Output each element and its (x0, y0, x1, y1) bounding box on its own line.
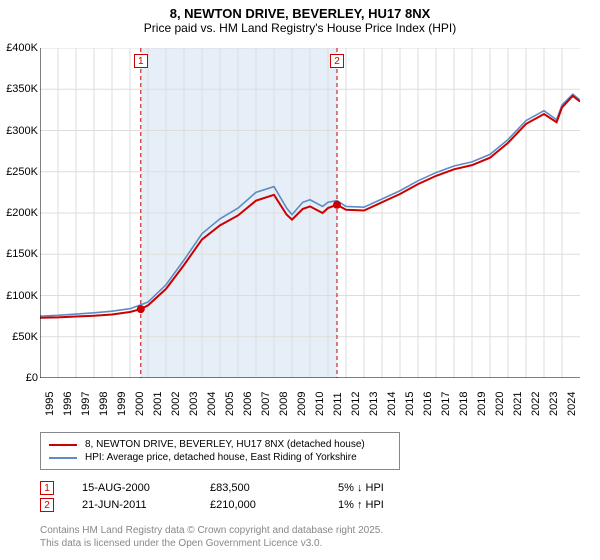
x-tick-label: 2010 (314, 392, 326, 416)
x-tick-label: 2015 (404, 392, 416, 416)
x-tick-label: 2002 (170, 392, 182, 416)
x-tick-label: 2001 (152, 392, 164, 416)
x-tick-label: 2020 (494, 392, 506, 416)
x-tick-label: 2014 (386, 392, 398, 416)
sale-date: 15-AUG-2000 (82, 482, 182, 494)
x-tick-label: 1998 (98, 392, 110, 416)
x-tick-label: 2000 (134, 392, 146, 416)
x-tick-label: 2022 (530, 392, 542, 416)
title-block: 8, NEWTON DRIVE, BEVERLEY, HU17 8NX Pric… (0, 0, 600, 39)
y-tick-label: £150K (6, 248, 38, 260)
x-tick-label: 2008 (278, 392, 290, 416)
title-line2: Price paid vs. HM Land Registry's House … (0, 21, 600, 35)
chart-area: 12 (40, 48, 580, 378)
sale-date: 21-JUN-2011 (82, 499, 182, 511)
marker-badge: 2 (330, 54, 344, 68)
y-tick-label: £0 (26, 372, 38, 384)
y-tick-label: £300K (6, 125, 38, 137)
legend-swatch-series1 (49, 444, 77, 446)
y-tick-label: £200K (6, 207, 38, 219)
x-tick-label: 2005 (224, 392, 236, 416)
x-tick-label: 1997 (80, 392, 92, 416)
y-tick-label: £50K (12, 331, 38, 343)
attribution-line2: This data is licensed under the Open Gov… (40, 537, 383, 550)
x-tick-label: 2012 (350, 392, 362, 416)
legend: 8, NEWTON DRIVE, BEVERLEY, HU17 8NX (det… (40, 432, 400, 470)
y-tick-label: £250K (6, 166, 38, 178)
legend-row: HPI: Average price, detached house, East… (49, 452, 391, 463)
sale-delta: 5% ↓ HPI (338, 482, 438, 494)
x-tick-label: 2024 (566, 392, 578, 416)
x-tick-label: 2009 (296, 392, 308, 416)
x-tick-label: 2017 (440, 392, 452, 416)
sales-table: 1 15-AUG-2000 £83,500 5% ↓ HPI 2 21-JUN-2011 £… (40, 478, 438, 515)
x-tick-label: 2013 (368, 392, 380, 416)
legend-label-series2: HPI: Average price, detached house, East… (85, 452, 357, 463)
x-tick-label: 2011 (332, 392, 344, 416)
y-tick-label: £100K (6, 290, 38, 302)
x-tick-label: 1999 (116, 392, 128, 416)
y-tick-label: £350K (6, 83, 38, 95)
x-tick-label: 1996 (62, 392, 74, 416)
x-tick-label: 2023 (548, 392, 560, 416)
marker-badge: 1 (134, 54, 148, 68)
chart-container: 8, NEWTON DRIVE, BEVERLEY, HU17 8NX Pric… (0, 0, 600, 560)
x-tick-label: 2004 (206, 392, 218, 416)
y-tick-label: £400K (6, 42, 38, 54)
sale-delta: 1% ↑ HPI (338, 499, 438, 511)
legend-row: 8, NEWTON DRIVE, BEVERLEY, HU17 8NX (det… (49, 439, 391, 450)
chart-svg (40, 48, 580, 378)
attribution: Contains HM Land Registry data © Crown c… (40, 524, 383, 550)
x-tick-label: 1995 (44, 392, 56, 416)
sale-row: 2 21-JUN-2011 £210,000 1% ↑ HPI (40, 498, 438, 512)
legend-swatch-series2 (49, 457, 77, 459)
legend-label-series1: 8, NEWTON DRIVE, BEVERLEY, HU17 8NX (det… (85, 439, 365, 450)
x-tick-label: 2021 (512, 392, 524, 416)
sale-badge: 2 (40, 498, 54, 512)
x-tick-label: 2018 (458, 392, 470, 416)
x-tick-label: 2006 (242, 392, 254, 416)
x-tick-label: 2003 (188, 392, 200, 416)
attribution-line1: Contains HM Land Registry data © Crown c… (40, 524, 383, 537)
sale-row: 1 15-AUG-2000 £83,500 5% ↓ HPI (40, 481, 438, 495)
x-tick-label: 2007 (260, 392, 272, 416)
x-tick-label: 2016 (422, 392, 434, 416)
x-tick-label: 2019 (476, 392, 488, 416)
sale-badge: 1 (40, 481, 54, 495)
sale-price: £210,000 (210, 499, 310, 511)
x-axis-labels: 1995 1996 1997 1998 1999 2000 2001 2002 2003 2004… (40, 380, 580, 430)
sale-price: £83,500 (210, 482, 310, 494)
title-line1: 8, NEWTON DRIVE, BEVERLEY, HU17 8NX (0, 6, 600, 21)
